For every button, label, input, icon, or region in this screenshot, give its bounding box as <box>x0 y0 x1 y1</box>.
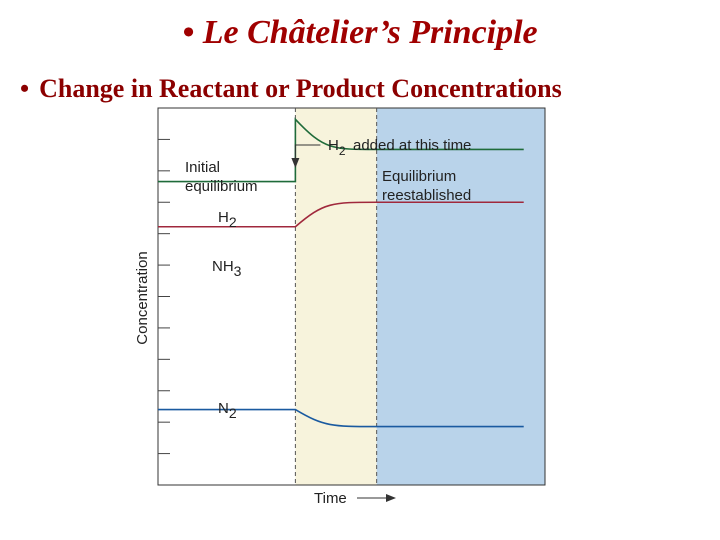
y-axis-label: Concentration <box>134 251 151 344</box>
series-label-nh3: NH3 <box>212 258 242 279</box>
x-axis-label: Time <box>314 490 347 507</box>
bullet-text: Change in Reactant or Product Concentrat… <box>39 74 562 103</box>
series-label-n2: N2 <box>218 400 237 421</box>
bullet-line: • Change in Reactant or Product Concentra… <box>20 74 562 104</box>
x-axis-arrow-head <box>386 494 396 502</box>
event-label-text: added at this time <box>353 137 471 154</box>
event-arrow <box>294 144 321 160</box>
series-line-nh3 <box>158 201 524 228</box>
reestablished-label-line2: reestablished <box>382 187 471 204</box>
series-layer <box>158 117 524 428</box>
y-tick-marks <box>158 138 170 455</box>
event-arrow-head <box>291 158 300 168</box>
initial-label-line1: Initial <box>185 159 220 176</box>
new-equilibrium-region <box>376 108 545 485</box>
initial-label-line2: equilibrium <box>185 178 258 195</box>
slide-title: • Le Châtelier’s Principle <box>182 14 538 51</box>
transition-region <box>295 108 377 485</box>
series-line-h2 <box>158 117 524 183</box>
reestablished-label-line1: Equilibrium <box>382 168 456 185</box>
bullet-marker: • <box>20 74 30 103</box>
series-label-h2: H2 <box>218 209 237 230</box>
series-line-n2 <box>158 408 524 428</box>
